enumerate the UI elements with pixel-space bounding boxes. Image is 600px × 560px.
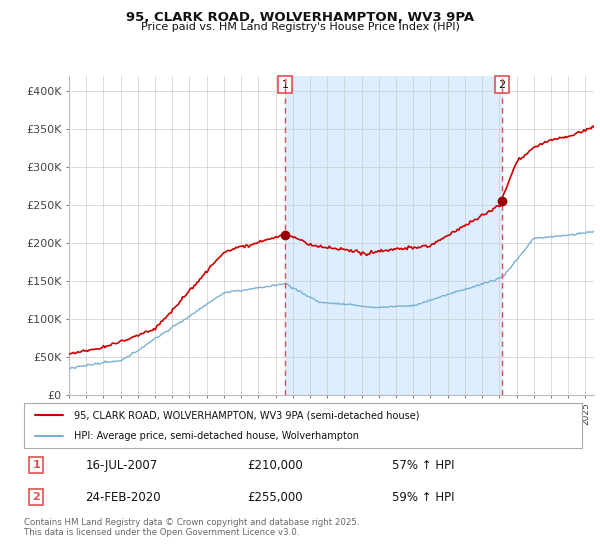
Text: HPI: Average price, semi-detached house, Wolverhampton: HPI: Average price, semi-detached house,… xyxy=(74,431,359,441)
Text: 95, CLARK ROAD, WOLVERHAMPTON, WV3 9PA: 95, CLARK ROAD, WOLVERHAMPTON, WV3 9PA xyxy=(126,11,474,24)
Text: 2: 2 xyxy=(499,80,505,90)
Text: 1: 1 xyxy=(32,460,40,470)
Text: Price paid vs. HM Land Registry's House Price Index (HPI): Price paid vs. HM Land Registry's House … xyxy=(140,22,460,32)
Text: £210,000: £210,000 xyxy=(247,459,303,472)
Text: 24-FEB-2020: 24-FEB-2020 xyxy=(85,491,161,504)
Text: 16-JUL-2007: 16-JUL-2007 xyxy=(85,459,158,472)
Text: 1: 1 xyxy=(281,80,289,90)
Text: 57% ↑ HPI: 57% ↑ HPI xyxy=(392,459,455,472)
Text: Contains HM Land Registry data © Crown copyright and database right 2025.
This d: Contains HM Land Registry data © Crown c… xyxy=(24,518,359,538)
FancyBboxPatch shape xyxy=(24,403,582,448)
Text: 95, CLARK ROAD, WOLVERHAMPTON, WV3 9PA (semi-detached house): 95, CLARK ROAD, WOLVERHAMPTON, WV3 9PA (… xyxy=(74,410,420,421)
Text: £255,000: £255,000 xyxy=(247,491,303,504)
Text: 59% ↑ HPI: 59% ↑ HPI xyxy=(392,491,455,504)
Text: 2: 2 xyxy=(32,492,40,502)
Bar xyxy=(285,76,502,395)
